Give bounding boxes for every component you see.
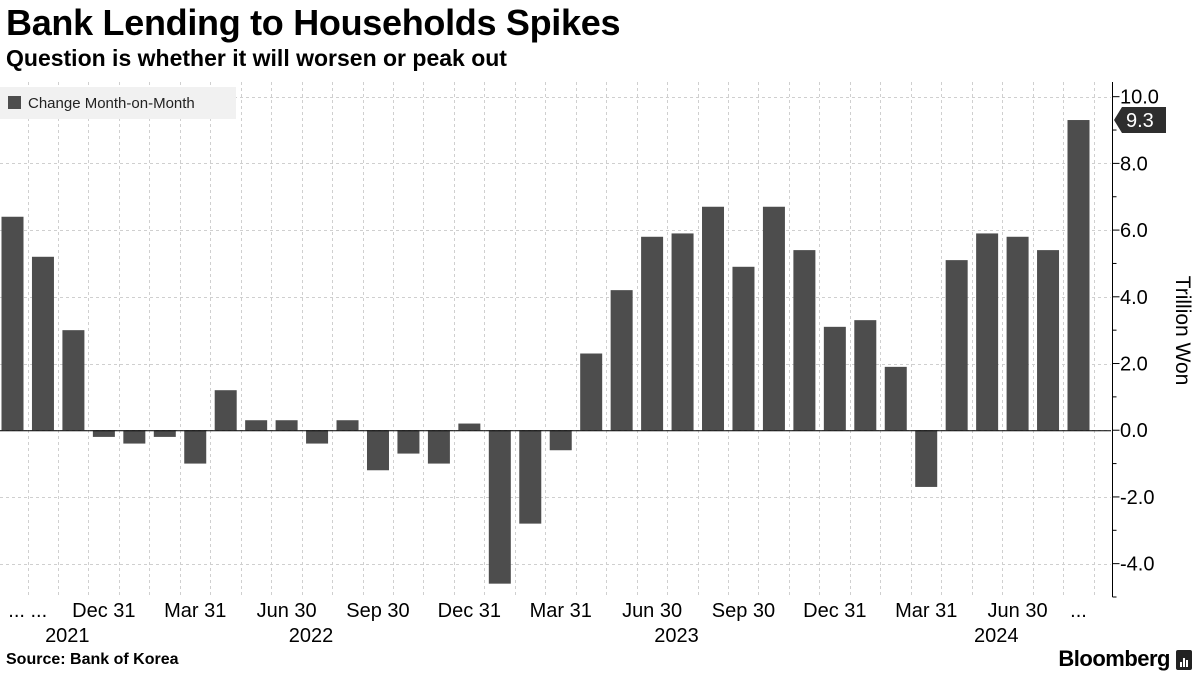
bar — [519, 430, 542, 524]
bar — [1, 216, 24, 431]
bar — [945, 260, 968, 431]
bars — [0, 120, 1111, 584]
source-note: Source: Bank of Korea — [6, 651, 179, 668]
bar-chart: Change Month-on-Month -4.0 -2.0 0.0 2.0 4.0 6… — [0, 82, 1194, 647]
last-value-label: 9.3 — [1126, 110, 1154, 132]
x-year-label: 2022 — [289, 625, 334, 647]
y-tick-label: 8.0 — [1120, 153, 1148, 175]
x-tick-label: Mar 31 — [530, 600, 592, 622]
legend-label: Change Month-on-Month — [28, 95, 195, 112]
x-tick-label: Sep 30 — [346, 600, 409, 622]
x-tick-label: Mar 31 — [895, 600, 957, 622]
bar — [915, 430, 938, 487]
bar — [976, 233, 999, 431]
bar — [366, 430, 389, 471]
x-axis-labels: ... ... Dec 31 Mar 31 Jun 30 Sep 30 Dec 31 Mar… — [8, 600, 1087, 647]
bar — [671, 233, 694, 431]
bar — [458, 423, 481, 431]
bar — [1006, 236, 1029, 431]
bar — [427, 430, 450, 464]
bar — [123, 430, 146, 444]
bar — [793, 250, 816, 431]
chart-title: Bank Lending to Households Spikes — [6, 2, 621, 43]
x-year-label: 2024 — [974, 625, 1019, 647]
bar — [580, 353, 603, 431]
bar — [62, 330, 85, 431]
bar — [732, 266, 755, 431]
bar — [762, 206, 785, 431]
bar — [884, 366, 907, 431]
y-tick-label: 4.0 — [1120, 287, 1148, 309]
bar — [823, 326, 846, 431]
x-tick-label: ... — [1070, 600, 1087, 622]
y-tick-label: 6.0 — [1120, 220, 1148, 242]
bar — [31, 256, 54, 431]
x-year-label: 2021 — [45, 625, 90, 647]
bloomberg-logo: Bloomberg — [1058, 646, 1170, 671]
last-value-callout-box — [1114, 107, 1166, 134]
legend: Change Month-on-Month — [0, 87, 236, 119]
bar — [641, 236, 664, 431]
bar — [488, 430, 511, 584]
bloomberg-logo-icon — [1176, 650, 1192, 670]
x-tick-label: Sep 30 — [712, 600, 775, 622]
x-tick-label: Mar 31 — [164, 600, 226, 622]
bar — [549, 430, 572, 451]
x-tick-label: Jun 30 — [622, 600, 682, 622]
bar — [153, 430, 176, 437]
y-tick-label: 2.0 — [1120, 354, 1148, 376]
chart-subtitle: Question is whether it will worsen or pe… — [6, 45, 507, 71]
last-value-callout: 9.3 — [1114, 107, 1166, 134]
bar — [336, 420, 359, 431]
x-tick-label: Jun 30 — [988, 600, 1048, 622]
bar — [1067, 120, 1090, 431]
x-tick-label: Dec 31 — [438, 600, 501, 622]
y-tick-label: -4.0 — [1120, 554, 1154, 576]
y-tick-label: -2.0 — [1120, 487, 1154, 509]
legend-background — [0, 87, 236, 119]
y-tick-label: 0.0 — [1120, 420, 1148, 442]
bar — [214, 390, 237, 431]
bar — [397, 430, 420, 454]
bar — [702, 206, 725, 431]
bar — [610, 290, 633, 431]
y-axis-label: Trillion Won — [1171, 276, 1194, 386]
bar — [184, 430, 207, 464]
bar — [92, 430, 115, 437]
x-year-label: 2023 — [654, 625, 699, 647]
y-tick-label: 10.0 — [1120, 87, 1159, 109]
bar — [275, 420, 298, 431]
grid-lines — [0, 82, 1111, 597]
x-tick-label: ... ... — [8, 600, 47, 622]
x-tick-label: Dec 31 — [803, 600, 866, 622]
x-tick-label: Dec 31 — [72, 600, 135, 622]
y-axis: -4.0 -2.0 0.0 2.0 4.0 6.0 8.0 10.0 — [1112, 82, 1159, 598]
bar — [245, 420, 268, 431]
x-tick-label: Jun 30 — [257, 600, 317, 622]
bar — [854, 320, 877, 431]
bar — [1037, 250, 1060, 431]
legend-swatch — [8, 96, 21, 109]
bar — [306, 430, 329, 444]
